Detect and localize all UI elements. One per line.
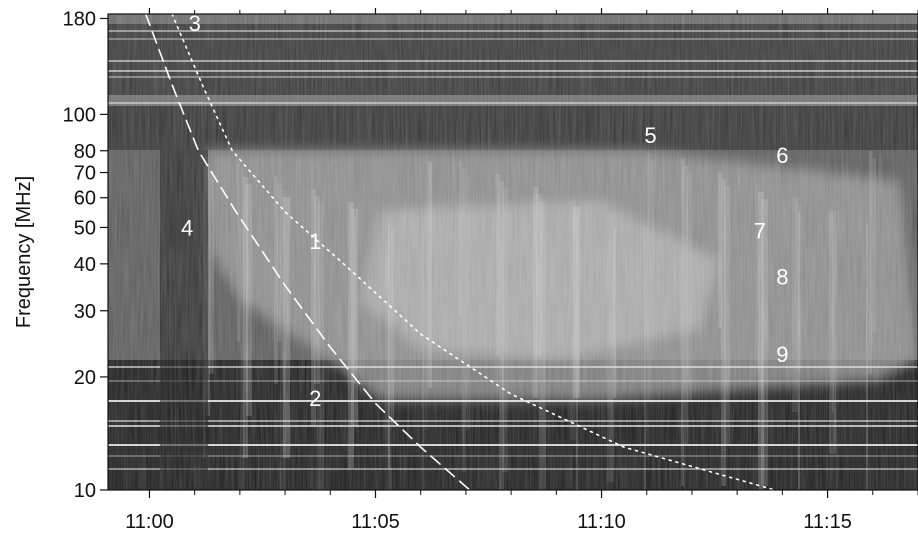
y-tick-label: 30 — [74, 301, 96, 323]
y-tick-label: 20 — [74, 367, 96, 389]
y-tick-label: 10 — [74, 480, 96, 502]
plot-frame — [107, 13, 918, 491]
noise-overlay — [108, 14, 918, 490]
x-tick-label: 11:00 — [125, 511, 174, 533]
annotation-5: 5 — [644, 123, 656, 148]
x-tick-label: 11:05 — [351, 511, 400, 533]
dotted-curve — [171, 14, 776, 490]
annotation-8: 8 — [776, 265, 788, 290]
dashed-curve — [144, 14, 471, 490]
annotation-2: 2 — [309, 386, 321, 411]
y-axis-label: Frequency [MHz] — [13, 176, 35, 328]
y-tick-label: 60 — [74, 188, 96, 210]
y-tick-label: 70 — [74, 163, 96, 185]
y-tick-label: 80 — [74, 141, 96, 163]
overlay-curves — [144, 14, 776, 490]
annotation-3: 3 — [189, 11, 201, 36]
plot-area — [107, 13, 918, 491]
y-tick-label: 40 — [74, 254, 96, 276]
y-tick-label: 100 — [63, 104, 96, 126]
x-tick-label: 11:10 — [577, 511, 626, 533]
y-tick-label: 50 — [74, 217, 96, 239]
annotation-1: 1 — [309, 229, 321, 254]
annotation-7: 7 — [754, 219, 766, 244]
annotation-6: 6 — [776, 143, 788, 168]
x-tick-label: 11:15 — [803, 511, 852, 533]
annotation-4: 4 — [181, 215, 193, 240]
annotations: 1 2 3 4 5 6 78 9 — [181, 11, 789, 411]
y-tick-label: 180 — [63, 8, 96, 30]
annotation-9: 9 — [776, 342, 788, 367]
